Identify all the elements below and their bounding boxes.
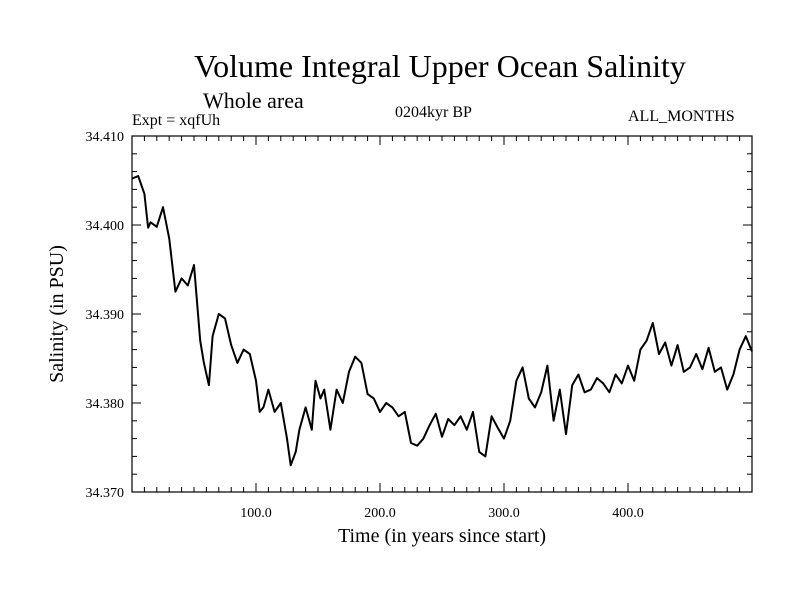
chart-subtitle: Whole area	[203, 88, 304, 113]
axis-ticks	[132, 136, 752, 492]
x-tick-label: 200.0	[364, 506, 396, 521]
y-tick-label: 34.380	[86, 397, 125, 412]
plot-frame	[131, 135, 753, 493]
salinity-series-line	[131, 175, 753, 467]
chart-title: Volume Integral Upper Ocean Salinity	[194, 48, 686, 84]
experiment-label: Expt = xqfUh	[132, 112, 221, 129]
y-axis-label: Salinity (in PSU)	[46, 245, 68, 383]
y-tick-label: 34.390	[86, 308, 125, 323]
y-tick-label: 34.370	[86, 486, 125, 501]
tick-labels: 100.0 200.0 300.0 400.0 34.370 34.380 34.390 34…	[86, 130, 644, 521]
months-label: ALL_MONTHS	[628, 108, 735, 125]
period-label: 0204kyr BP	[395, 104, 472, 121]
x-tick-label: 400.0	[612, 506, 644, 521]
x-axis-label: Time (in years since start)	[338, 525, 546, 547]
y-tick-label: 34.410	[86, 130, 125, 145]
x-tick-label: 300.0	[488, 506, 520, 521]
x-tick-label: 100.0	[240, 506, 272, 521]
y-tick-label: 34.400	[86, 219, 125, 234]
